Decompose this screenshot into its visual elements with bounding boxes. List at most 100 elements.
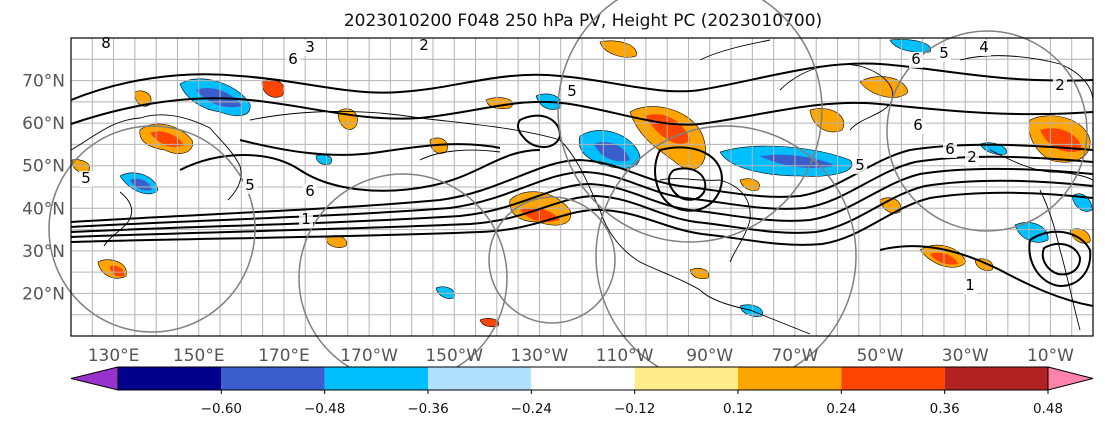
contour-label: 6 (911, 50, 921, 68)
height-contour (517, 114, 562, 148)
contour-label-bg (286, 52, 300, 68)
height-contour (239, 139, 501, 156)
colorbar-tick-label: −0.12 (614, 401, 655, 417)
colorbar: −0.60 −0.48 −0.36 −0.24 −0.12 0.12 0.24 0.36 0.4… (70, 366, 1094, 417)
colorbar-segment (531, 367, 635, 390)
coastline (419, 149, 501, 161)
pc-circle (886, 30, 1088, 232)
lon-tick-label: 90°W (686, 346, 733, 366)
coastline (249, 110, 701, 291)
height-contour (70, 155, 1094, 228)
figure-title: 2023010200 F048 250 hPa PV, Height PC (2… (344, 11, 822, 31)
contour-label-bg (303, 184, 317, 200)
contour-label-bg (965, 150, 979, 166)
contour-label: 1 (301, 210, 311, 228)
contour-label-bg (1053, 78, 1067, 94)
contour-label: 8 (101, 34, 111, 52)
lon-tick-label: 50°W (857, 346, 904, 366)
colorbar-tick-label: 0.24 (826, 401, 856, 417)
coastline (959, 55, 1094, 101)
colorbar-segment (841, 367, 945, 390)
lat-tick-label: 60°N (22, 114, 65, 134)
colorbar-segment (738, 367, 842, 390)
contour-label-bg (853, 158, 867, 174)
contour-label: 5 (855, 156, 865, 174)
contour-label: 5 (567, 82, 577, 100)
height-contour (70, 143, 1094, 223)
coastlines (70, 39, 1094, 335)
contour-label: 5 (939, 44, 949, 62)
contour-label: 1 (965, 276, 975, 294)
height-contour (70, 62, 1094, 101)
contour-label-bg (417, 38, 431, 54)
contour-label-bg (943, 142, 957, 158)
height-contour (179, 149, 541, 192)
probability-circles (48, 0, 1088, 387)
contour-label-bg (977, 40, 991, 56)
colorbar-tick-label: −0.24 (511, 401, 552, 417)
lon-tick-label: 70°W (771, 346, 818, 366)
contour-label-bg (565, 84, 579, 100)
contour-label-bg (299, 212, 313, 228)
contour-label: 5 (245, 176, 255, 194)
contour-label: 3 (305, 38, 315, 56)
lon-tick-label: 30°W (942, 346, 989, 366)
colorbar-extend-high (1047, 366, 1094, 391)
colorbar-segment (428, 367, 532, 390)
colorbar-segment (944, 367, 1048, 390)
colorbar-tick-label: −0.36 (407, 401, 448, 417)
coastline (699, 39, 771, 61)
coastline (103, 191, 133, 247)
lat-tick-label: 50°N (22, 157, 65, 177)
contour-label-bg (911, 118, 925, 134)
colorbar-segment (634, 367, 738, 390)
height-contour (70, 97, 1094, 126)
height-contours (70, 62, 1094, 307)
contour-label: 5 (81, 169, 91, 187)
height-contour (1041, 242, 1082, 276)
map-frame (70, 37, 1094, 337)
lat-tick-label: 20°N (22, 284, 65, 304)
lon-tick-label: 10°W (1027, 346, 1074, 366)
lon-tick-label: 150°E (173, 346, 225, 366)
colorbar-tick-label: −0.48 (304, 401, 345, 417)
height-contour (879, 245, 1094, 307)
contour-label: 2 (419, 36, 429, 54)
pc-circle (488, 196, 616, 324)
lat-tick-label: 40°N (22, 199, 65, 219)
contour-label-bg (963, 278, 977, 294)
pv-blob (760, 154, 836, 168)
contour-label-bg (303, 40, 317, 56)
contour-label: 4 (979, 38, 989, 56)
contour-label-bg (79, 171, 93, 187)
colorbar-tick-label: 0.36 (930, 401, 960, 417)
contour-label: 6 (945, 140, 955, 158)
colorbar-frame (117, 366, 1049, 391)
pv-blob (859, 76, 909, 98)
height-contour (668, 167, 707, 201)
lon-tick-label: 110°W (596, 346, 654, 366)
pv-blob (599, 40, 637, 58)
pv-blob (689, 268, 710, 280)
lon-tick-label: 130°E (88, 346, 140, 366)
colorbar-extend-low (70, 366, 119, 391)
contour-label: 6 (913, 116, 923, 134)
colorbar-segment (221, 367, 325, 390)
pv-blob (130, 178, 152, 191)
colorbar-segment (118, 367, 222, 390)
lat-tick-label: 70°N (22, 72, 65, 92)
lat-tick-label: 30°N (22, 242, 65, 262)
colorbar-tick-label: 0.48 (1033, 401, 1063, 417)
contour-label: 2 (967, 148, 977, 166)
contour-label: 6 (305, 182, 315, 200)
latitude-labels: 70°N 60°N 50°N 40°N 30°N 20°N (22, 72, 65, 305)
height-contour (1028, 230, 1092, 288)
pv-blob (150, 131, 184, 148)
coastline (779, 63, 894, 131)
pv-blob (889, 39, 931, 53)
colorbar-tick-label: 0.12 (723, 401, 753, 417)
pv-blob (739, 178, 760, 191)
longitude-labels: 130°E 150°E 170°E 170°W 150°W 130°W 110°W 90°W 7… (88, 346, 1074, 366)
contour-label: 2 (1055, 76, 1065, 94)
